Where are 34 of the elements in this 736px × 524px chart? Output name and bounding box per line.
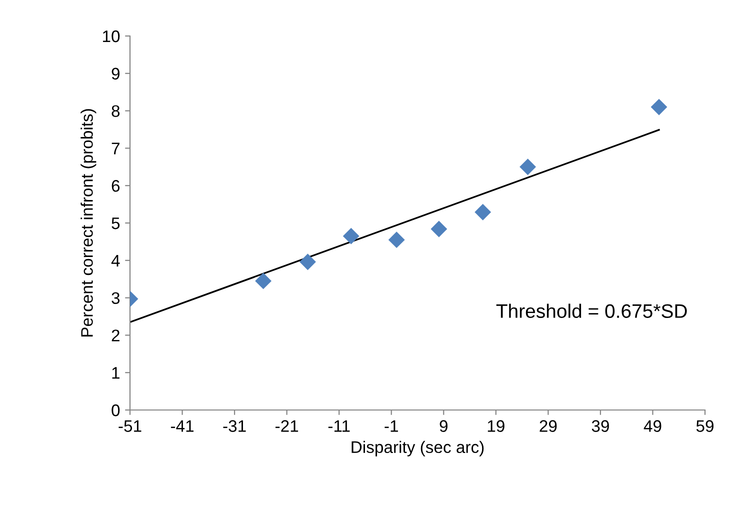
y-tick-label: 3 xyxy=(112,292,120,304)
x-tick-label: 29 xyxy=(540,420,557,432)
point xyxy=(520,158,536,176)
x-tick-label: -11 xyxy=(328,420,350,432)
x-axis-title: Disparity (sec arc) xyxy=(352,440,484,456)
point xyxy=(388,232,405,248)
y-tick-label: 9 xyxy=(112,68,120,80)
x-tick-label: -21 xyxy=(276,420,298,432)
x-tick-label: 9 xyxy=(440,420,448,432)
x-tick-label: 59 xyxy=(696,420,714,432)
point xyxy=(430,220,448,238)
x-tick-label: -1 xyxy=(384,420,398,432)
y-tick-label: 4 xyxy=(111,254,120,266)
x-tick-label: 49 xyxy=(644,420,662,432)
y-tick-label: 5 xyxy=(112,218,120,230)
x-tick-label: -31 xyxy=(223,420,246,432)
y-tick-label: 1 xyxy=(112,367,120,379)
point xyxy=(300,254,316,270)
point xyxy=(255,272,272,290)
y-tick-label: 2 xyxy=(112,330,120,342)
y-axis-title: Percent correct infront (probits) xyxy=(80,109,96,336)
y-tick-label: 8 xyxy=(112,105,120,118)
annotation: Threshold = 0.675*SD xyxy=(496,304,687,318)
point xyxy=(474,204,492,220)
y-tick-label: 10 xyxy=(103,30,120,42)
x-tick-label: 19 xyxy=(488,420,504,432)
point xyxy=(342,228,360,244)
x-tick-label: -41 xyxy=(170,420,194,432)
y-tick-label: 0 xyxy=(112,404,120,416)
y-tick-label: 7 xyxy=(112,142,120,154)
x-tick-label: -51 xyxy=(118,420,142,432)
point xyxy=(650,98,668,116)
y-tick-label: 6 xyxy=(112,180,120,192)
x-tick-label: 39 xyxy=(592,420,609,432)
